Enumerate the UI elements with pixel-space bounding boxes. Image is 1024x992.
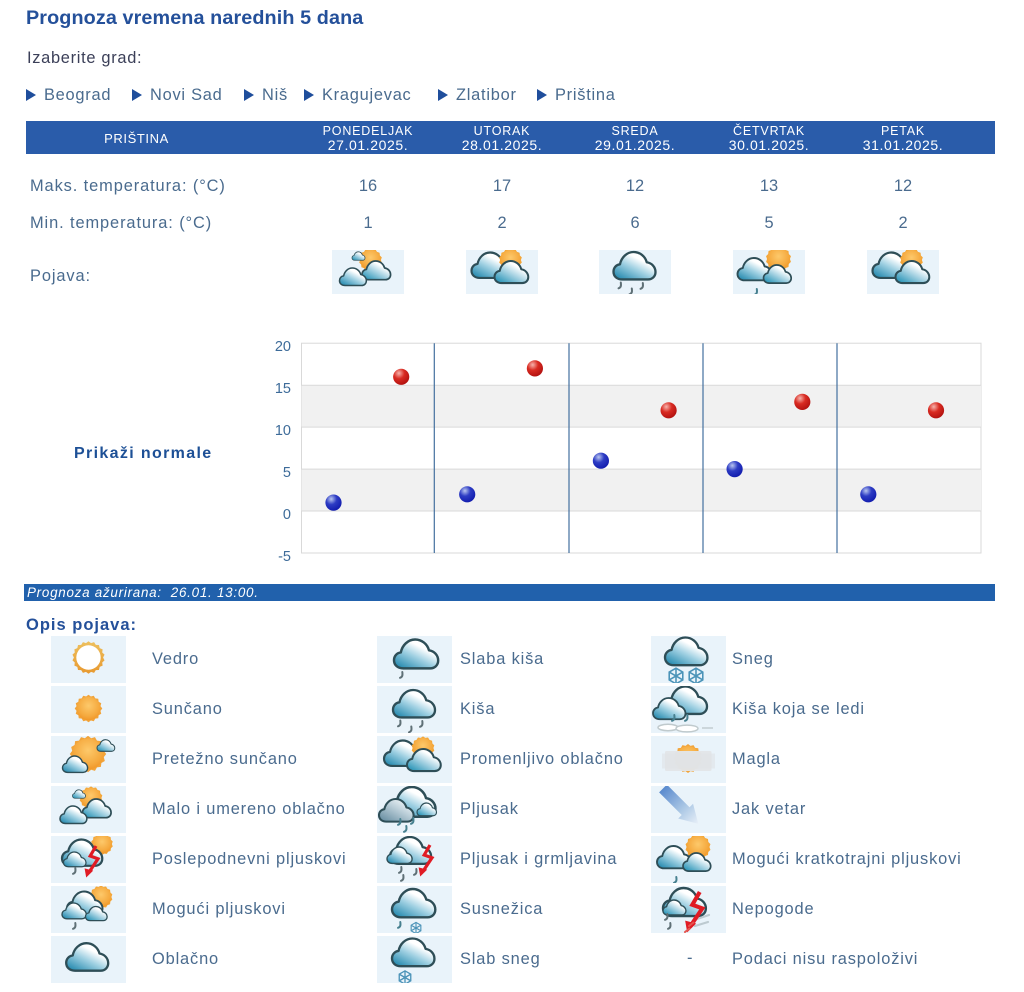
svg-text:0: 0 bbox=[283, 507, 291, 523]
svg-text:15: 15 bbox=[275, 381, 291, 397]
svg-text:5: 5 bbox=[283, 465, 291, 481]
svg-text:-5: -5 bbox=[278, 549, 291, 565]
svg-text:20: 20 bbox=[275, 339, 291, 355]
svg-text:10: 10 bbox=[275, 423, 291, 439]
